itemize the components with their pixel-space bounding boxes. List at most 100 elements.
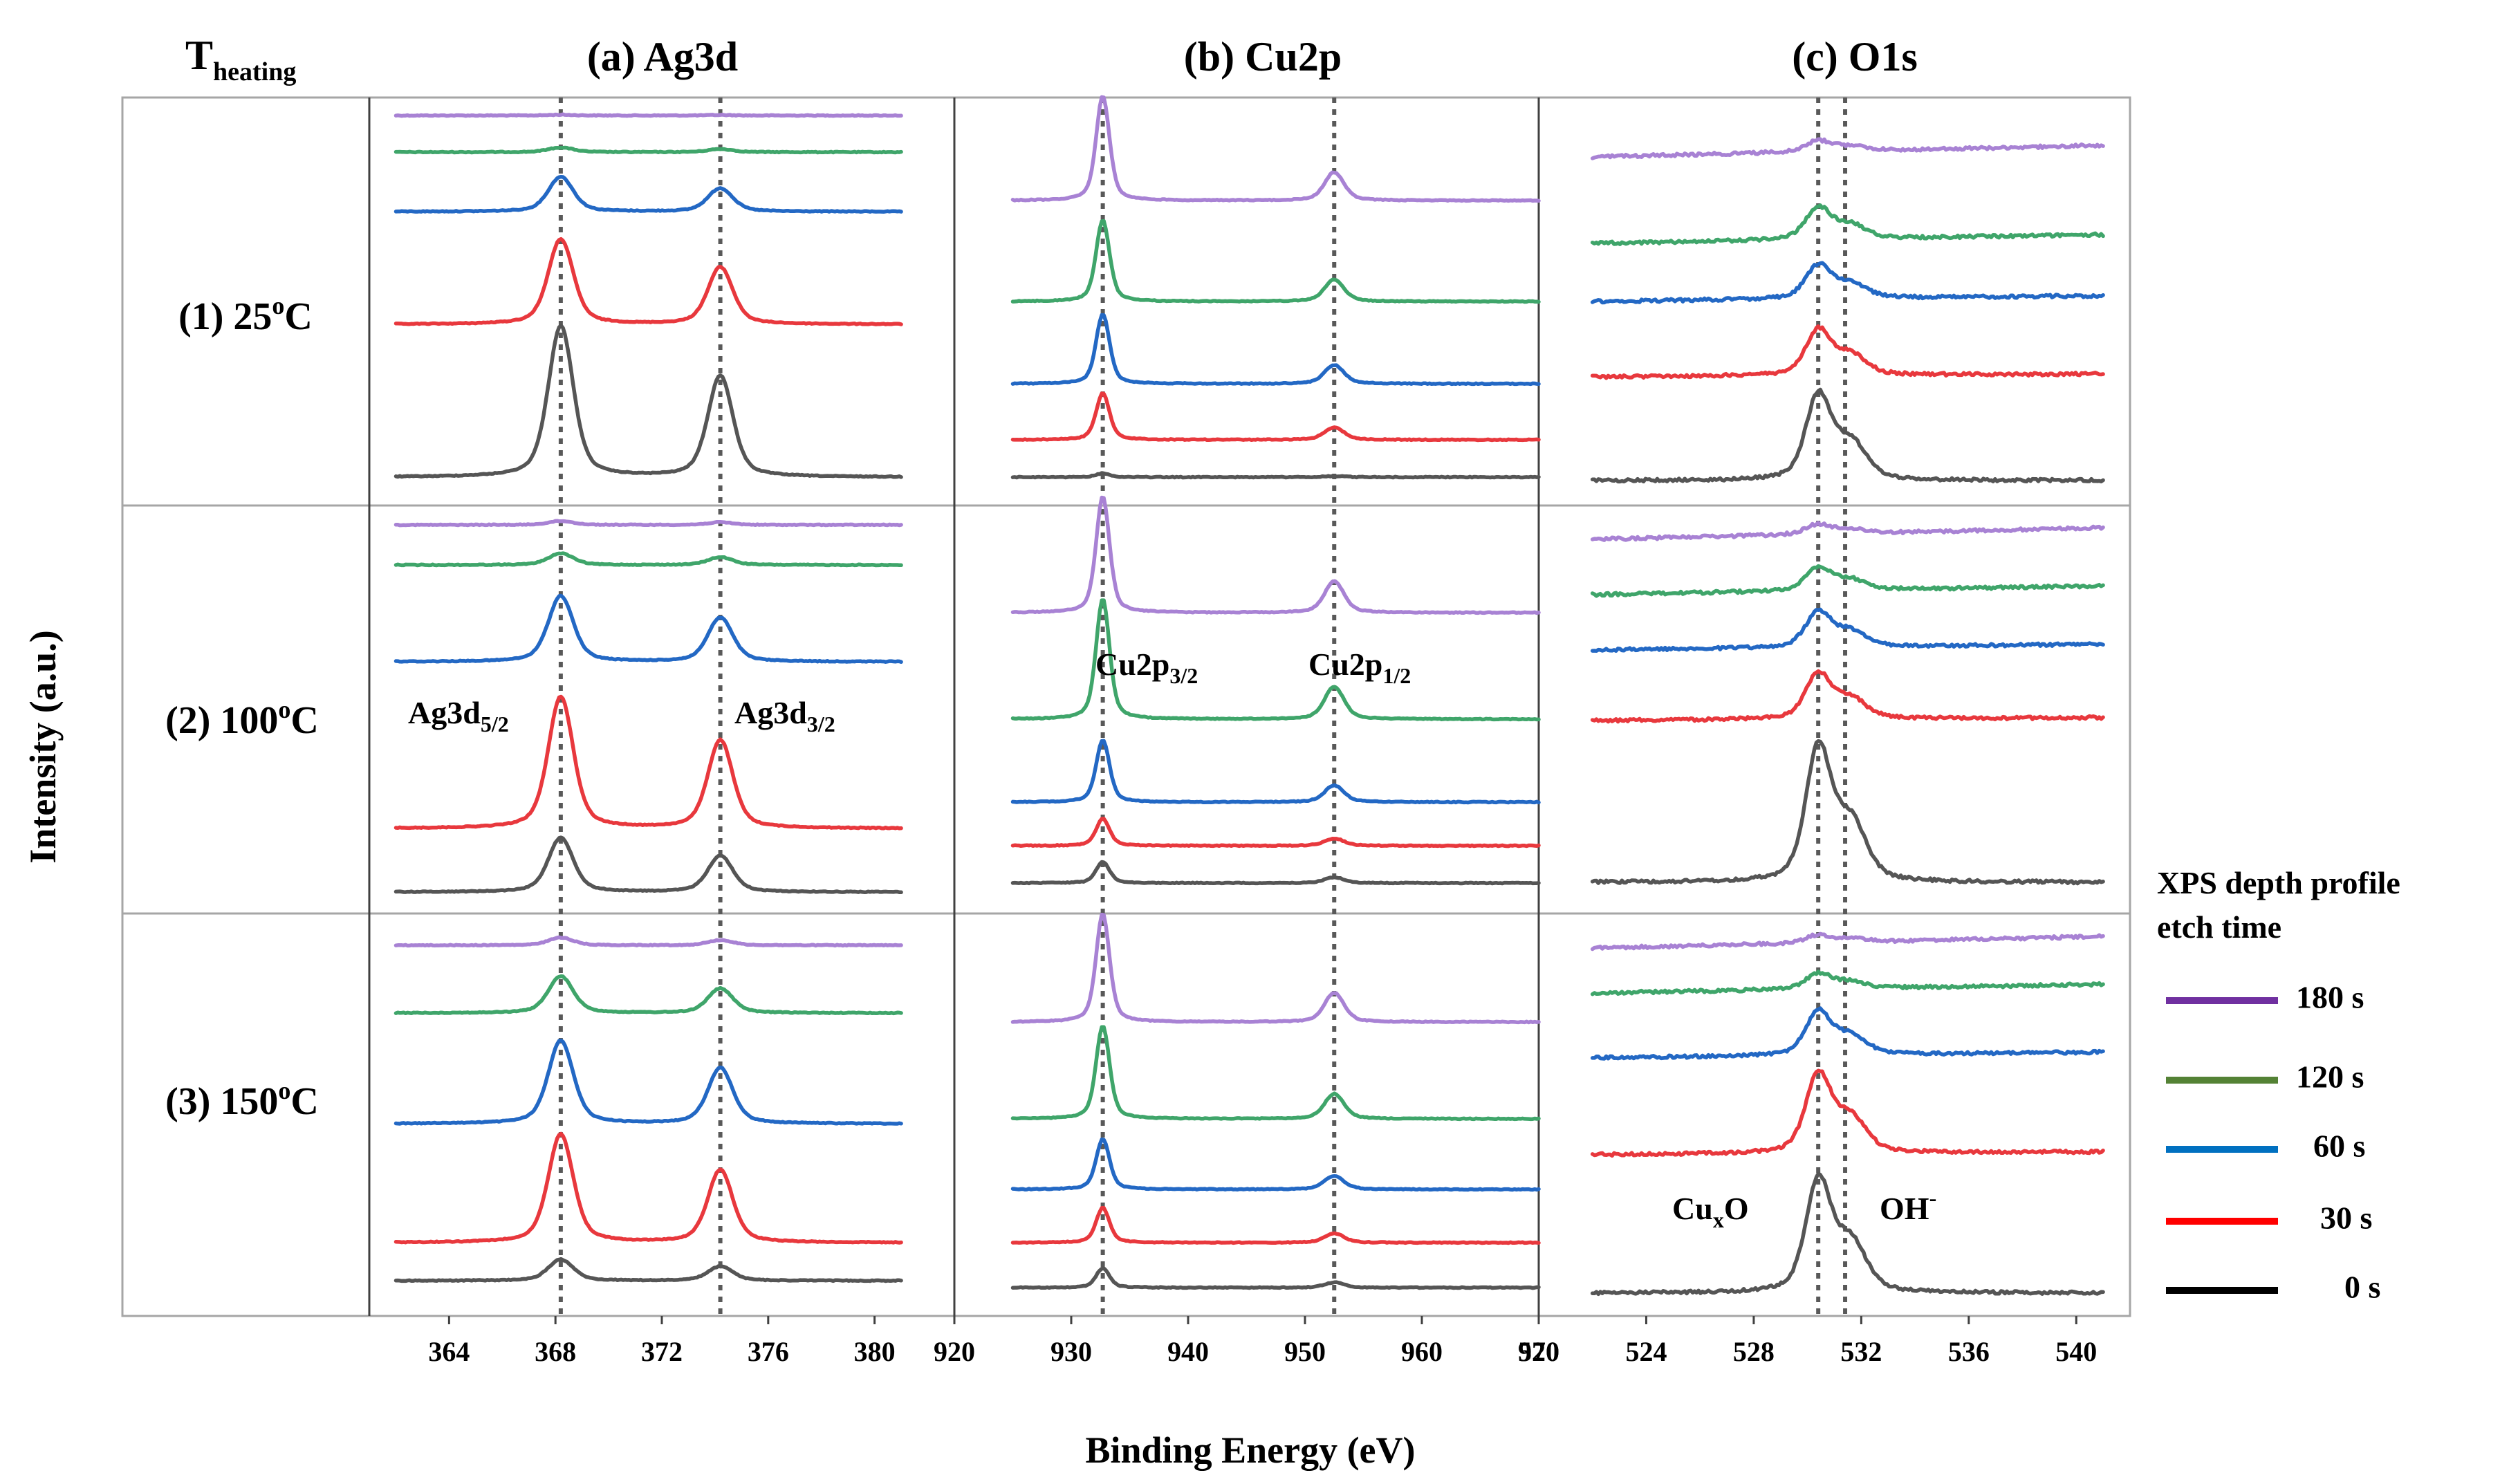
spectra [393, 95, 2105, 1297]
peak-label-cuxo-rest: O [1724, 1191, 1749, 1226]
row-label-25-sup: o [272, 292, 284, 319]
row-label-150-sup: o [278, 1077, 290, 1104]
spectrum-aag3d-150c-30s [393, 1131, 903, 1245]
spectrum-bcu2p-150c-180s [1010, 912, 1541, 1025]
tick-label: 536 [1948, 1336, 1990, 1367]
spectrum-co1s-25c-180s [1590, 137, 2105, 160]
spectrum-co1s-25c-120s [1590, 203, 2105, 246]
spectrum-aag3d-150c-120s [393, 974, 903, 1016]
legend: XPS depth profile etch time 180 s 120 s … [2157, 865, 2400, 1305]
spectrum-bcu2p-150c-120s [1010, 1025, 1541, 1122]
spectrum-co1s-100c-120s [1590, 564, 2105, 598]
panel-title-ag3d: (a) Ag3d [587, 34, 738, 80]
tick-label: 364 [428, 1336, 470, 1367]
spectrum-bcu2p-25c-30s [1010, 391, 1541, 443]
spectrum-aag3d-100c-120s [393, 551, 903, 568]
row-label-100: (2) 100oC [165, 696, 319, 742]
theating-main: T [185, 33, 213, 78]
spectrum-aag3d-25c-180s [393, 112, 903, 118]
theating-label: Theating [185, 33, 296, 86]
peak-label-ag3d32-main: Ag3d [734, 695, 807, 730]
spectrum-aag3d-150c-180s [393, 935, 903, 948]
spectrum-aag3d-100c-0s [393, 835, 903, 895]
row-label-25: (1) 25oC [178, 292, 313, 338]
row-label-100-sup: o [278, 696, 290, 723]
row-label-25-unit: C [284, 295, 312, 338]
spectrum-aag3d-100c-60s [393, 593, 903, 664]
tick-label: 380 [854, 1336, 896, 1367]
spectrum-bcu2p-150c-60s [1010, 1137, 1541, 1192]
tick-label: 368 [535, 1336, 576, 1367]
peak-label-cu2p32-main: Cu2p [1095, 647, 1169, 682]
spectrum-bcu2p-150c-30s [1010, 1205, 1541, 1245]
outer-frame [121, 96, 2131, 1317]
spectrum-co1s-150c-30s [1590, 1068, 2105, 1158]
tick-label: 930 [1050, 1336, 1092, 1367]
peak-label-oh: OH- [1880, 1185, 1936, 1226]
spectrum-bcu2p-100c-180s [1010, 495, 1541, 615]
legend-label-120s: 120 s [2296, 1059, 2364, 1095]
tick-label: 520 [1518, 1336, 1559, 1367]
tick-label: 540 [2055, 1336, 2097, 1367]
spectrum-bcu2p-25c-180s [1010, 95, 1541, 203]
theating-sub: heating [213, 57, 296, 86]
spectrum-bcu2p-100c-120s [1010, 598, 1541, 722]
spectrum-aag3d-100c-180s [393, 519, 903, 528]
tick-label: 970 [1518, 1336, 1559, 1367]
row-label-150-main: (3) 150 [165, 1080, 278, 1123]
spectrum-bcu2p-100c-30s [1010, 817, 1541, 848]
spectrum-co1s-100c-30s [1590, 669, 2105, 724]
spectrum-bcu2p-100c-60s [1010, 739, 1541, 805]
peak-label-oh-main: OH [1880, 1191, 1929, 1226]
spectrum-co1s-150c-60s [1590, 1006, 2105, 1061]
peak-label-cu2p12: Cu2p1/2 [1308, 647, 1411, 688]
peak-label-cuxo: CuxO [1672, 1191, 1749, 1232]
peak-label-ag3d32: Ag3d3/2 [734, 695, 835, 736]
peak-label-ag3d32-sub: 3/2 [807, 712, 835, 736]
panel-title-o1s: (c) O1s [1792, 34, 1918, 80]
tick-label: 920 [934, 1336, 975, 1367]
legend-label-60s: 60 s [2313, 1129, 2365, 1164]
spectrum-bcu2p-25c-0s [1010, 471, 1541, 480]
spectrum-aag3d-25c-30s [393, 236, 903, 326]
tick-label: 532 [1840, 1336, 1882, 1367]
spectrum-bcu2p-150c-0s [1010, 1266, 1541, 1290]
tick-label: 372 [641, 1336, 683, 1367]
row-label-150: (3) 150oC [165, 1077, 319, 1123]
tick-label: 960 [1401, 1336, 1443, 1367]
spectrum-co1s-100c-60s [1590, 607, 2105, 653]
row-label-100-unit: C [290, 699, 318, 742]
y-axis-title: Intensity (a.u.) [22, 630, 64, 864]
peak-label-cu2p12-main: Cu2p [1308, 647, 1382, 682]
panel-title-cu2p: (b) Cu2p [1184, 34, 1342, 80]
peak-label-ag3d52: Ag3d5/2 [408, 695, 509, 736]
peak-label-ag3d52-main: Ag3d [408, 695, 481, 730]
peak-label-cu2p32: Cu2p3/2 [1095, 647, 1198, 688]
legend-title-line1: XPS depth profile [2157, 865, 2400, 900]
spectrum-co1s-150c-0s [1590, 1171, 2105, 1297]
peak-label-cuxo-main: Cu [1672, 1191, 1713, 1226]
peak-label-cu2p32-sub: 3/2 [1169, 663, 1198, 688]
legend-label-180s: 180 s [2296, 980, 2364, 1015]
legend-label-0s: 0 s [2344, 1270, 2380, 1305]
spectrum-aag3d-25c-0s [393, 324, 903, 479]
spectrum-bcu2p-25c-60s [1010, 313, 1541, 387]
spectrum-aag3d-150c-0s [393, 1256, 903, 1283]
spectrum-co1s-25c-30s [1590, 324, 2105, 380]
peak-label-cu2p12-sub: 1/2 [1382, 663, 1411, 688]
spectrum-aag3d-25c-120s [393, 145, 903, 155]
spectrum-co1s-25c-0s [1590, 387, 2105, 484]
tick-label: 376 [748, 1336, 789, 1367]
row-label-100-main: (2) 100 [165, 699, 278, 742]
tick-label: 524 [1625, 1336, 1667, 1367]
tick-label: 940 [1167, 1336, 1209, 1367]
legend-title-line2: etch time [2157, 909, 2281, 945]
x-axis-title: Binding Energy (eV) [1085, 1429, 1415, 1471]
tick-label: 528 [1733, 1336, 1775, 1367]
spectrum-aag3d-25c-60s [393, 174, 903, 214]
peak-label-cuxo-sub: x [1713, 1207, 1724, 1232]
tick-label: 950 [1284, 1336, 1326, 1367]
spectrum-co1s-150c-120s [1590, 970, 2105, 996]
